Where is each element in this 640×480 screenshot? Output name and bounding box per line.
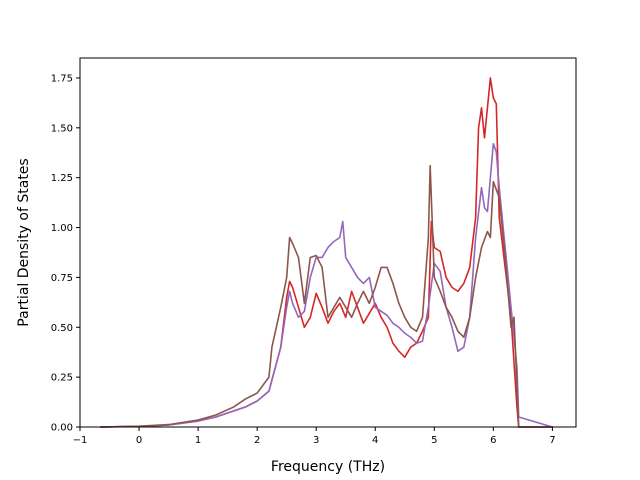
x-axis-label: Frequency (THz)	[271, 459, 385, 475]
series-line-3	[99, 164, 554, 428]
x-axis-ticks: −1 0 1 2 3 4 5 6 7	[73, 427, 556, 446]
y-tick-label: 1.00	[51, 223, 73, 234]
series-layer	[99, 77, 554, 428]
x-tick-label: 2	[254, 435, 260, 446]
x-tick-label: 0	[136, 435, 142, 446]
y-tick-label: 0.50	[51, 323, 73, 334]
y-tick-label: 0.25	[51, 373, 73, 384]
y-tick-label: 0.00	[51, 423, 73, 434]
y-tick-label: 1.75	[51, 73, 73, 84]
x-tick-label: 4	[372, 435, 378, 446]
x-tick-label: 1	[195, 435, 201, 446]
x-tick-label: 3	[313, 435, 319, 446]
plot-frame	[79, 57, 577, 428]
x-tick-label: 7	[549, 435, 555, 446]
y-tick-label: 1.50	[51, 123, 73, 134]
y-axis-label: Partial Density of States	[16, 158, 32, 326]
x-tick-label: 6	[490, 435, 496, 446]
x-tick-label: −1	[73, 435, 88, 446]
series-line-2	[99, 142, 554, 428]
series-line-1	[99, 77, 554, 428]
y-axis-ticks: 0.00 0.25 0.50 0.75 1.00 1.25 1.50 1.75	[51, 73, 80, 434]
x-tick-label: 5	[431, 435, 437, 446]
y-tick-label: 1.25	[51, 173, 73, 184]
y-tick-label: 0.75	[51, 273, 73, 284]
